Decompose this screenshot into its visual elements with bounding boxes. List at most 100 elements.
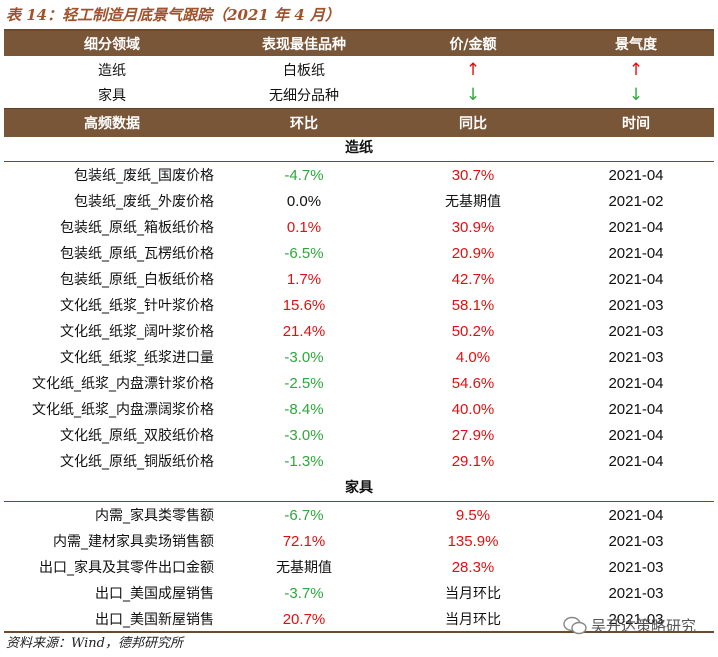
summary-field: 家具 xyxy=(98,88,126,104)
bottom-divider xyxy=(4,631,714,633)
watermark-text: 吴开达策略研究 xyxy=(590,617,696,635)
yoy-value: 58.1% xyxy=(451,296,495,314)
mom-value: 15.6% xyxy=(282,296,326,314)
mom-value: -3.7% xyxy=(284,584,324,602)
arrow-down-icon: ↓ xyxy=(465,85,481,105)
yoy-value: 无基期值 xyxy=(445,194,501,210)
yoy-value: 42.7% xyxy=(451,270,495,288)
summary-header: 细分领域 表现最佳品种 价/金额 景气度 xyxy=(4,31,714,56)
data-header: 高频数据 环比 同比 时间 xyxy=(4,108,714,137)
date-value: 2021-04 xyxy=(608,452,664,470)
table-row: 出口_美国成屋销售 -3.7% 当月环比 2021-03 xyxy=(4,580,714,606)
summary-header-field: 细分领域 xyxy=(84,36,140,53)
table-row: 包装纸_废纸_外废价格 0.0% 无基期值 2021-02 xyxy=(4,188,714,214)
yoy-value: 135.9% xyxy=(447,532,499,550)
table-row: 文化纸_原纸_铜版纸价格 -1.3% 29.1% 2021-04 xyxy=(4,448,714,474)
mom-value: 72.1% xyxy=(282,532,326,550)
table-row: 文化纸_纸浆_内盘漂阔浆价格 -8.4% 40.0% 2021-04 xyxy=(4,396,714,422)
table-row: 出口_美国新屋销售 20.7% 当月环比 2021-03 xyxy=(4,606,714,632)
summary-best: 无细分品种 xyxy=(269,88,339,104)
yoy-value: 9.5% xyxy=(455,506,491,524)
data-header-metric: 高频数据 xyxy=(84,116,140,132)
yoy-value: 28.3% xyxy=(451,558,495,576)
date-value: 2021-04 xyxy=(608,166,664,184)
summary-row: 造纸 白板纸 ↑ ↑ xyxy=(4,57,714,83)
date-value: 2021-04 xyxy=(608,218,664,236)
yoy-value: 当月环比 xyxy=(445,612,501,628)
metric-name: 内需_建材家具卖场销售额 xyxy=(53,534,214,550)
metric-name: 文化纸_纸浆_内盘漂阔浆价格 xyxy=(32,402,214,418)
metric-name: 包装纸_废纸_国废价格 xyxy=(74,168,214,184)
metric-name: 出口_美国成屋销售 xyxy=(95,586,214,602)
table-row: 包装纸_原纸_箱板纸价格 0.1% 30.9% 2021-04 xyxy=(4,214,714,240)
metric-name: 包装纸_原纸_白板纸价格 xyxy=(60,272,214,288)
mom-value: 1.7% xyxy=(286,270,322,288)
yoy-value: 54.6% xyxy=(451,374,495,392)
arrow-down-icon: ↓ xyxy=(628,85,644,105)
watermark: 吴开达策略研究 xyxy=(563,614,696,638)
summary-field: 造纸 xyxy=(98,63,126,79)
summary-header-best: 表现最佳品种 xyxy=(262,36,346,53)
mom-value: -2.5% xyxy=(284,374,324,392)
metric-name: 包装纸_原纸_瓦楞纸价格 xyxy=(60,246,214,262)
data-header-mom: 环比 xyxy=(290,116,318,132)
yoy-value: 当月环比 xyxy=(445,586,501,602)
date-value: 2021-03 xyxy=(608,348,664,366)
date-value: 2021-04 xyxy=(608,400,664,418)
mom-value: -1.3% xyxy=(284,452,324,470)
metric-name: 文化纸_纸浆_针叶浆价格 xyxy=(60,298,214,314)
table-row: 内需_建材家具卖场销售额 72.1% 135.9% 2021-03 xyxy=(4,528,714,554)
table-row: 包装纸_原纸_白板纸价格 1.7% 42.7% 2021-04 xyxy=(4,266,714,292)
yoy-value: 27.9% xyxy=(451,426,495,444)
table-row: 文化纸_纸浆_阔叶浆价格 21.4% 50.2% 2021-03 xyxy=(4,318,714,344)
date-value: 2021-04 xyxy=(608,270,664,288)
metric-name: 出口_家具及其零件出口金额 xyxy=(39,560,214,576)
metric-name: 文化纸_原纸_双胶纸价格 xyxy=(60,428,214,444)
yoy-value: 4.0% xyxy=(455,348,491,366)
table-row: 文化纸_原纸_双胶纸价格 -3.0% 27.9% 2021-04 xyxy=(4,422,714,448)
table-title: 表 14：轻工制造月底景气跟踪（2021 年 4 月） xyxy=(6,6,340,24)
title-divider xyxy=(4,29,714,31)
summary-best: 白板纸 xyxy=(283,63,325,79)
date-value: 2021-04 xyxy=(608,426,664,444)
date-value: 2021-03 xyxy=(608,296,664,314)
metric-name: 文化纸_原纸_铜版纸价格 xyxy=(60,454,214,470)
yoy-value: 30.7% xyxy=(451,166,495,184)
mom-value: -6.7% xyxy=(284,506,324,524)
date-value: 2021-03 xyxy=(608,610,664,628)
data-header-yoy: 同比 xyxy=(459,116,487,132)
mom-value: -3.0% xyxy=(284,348,324,366)
date-value: 2021-03 xyxy=(608,558,664,576)
section-title-paper: 造纸 xyxy=(4,136,714,162)
arrow-up-icon: ↑ xyxy=(628,60,644,80)
yoy-value: 50.2% xyxy=(451,322,495,340)
mom-value: 无基期值 xyxy=(276,560,332,576)
yoy-value: 20.9% xyxy=(451,244,495,262)
metric-name: 文化纸_纸浆_纸浆进口量 xyxy=(60,350,214,366)
data-header-date: 时间 xyxy=(622,116,650,132)
yoy-value: 29.1% xyxy=(451,452,495,470)
metric-name: 文化纸_纸浆_阔叶浆价格 xyxy=(60,324,214,340)
metric-name: 包装纸_废纸_外废价格 xyxy=(74,194,214,210)
date-value: 2021-02 xyxy=(608,192,664,210)
mom-value: -3.0% xyxy=(284,426,324,444)
section-title-furniture: 家具 xyxy=(4,476,714,502)
source-note: 资料来源：Wind，德邦研究所 xyxy=(6,636,183,651)
metric-name: 内需_家具类零售额 xyxy=(95,508,214,524)
mom-value: -8.4% xyxy=(284,400,324,418)
mom-value: -6.5% xyxy=(284,244,324,262)
summary-header-boom: 景气度 xyxy=(615,36,657,53)
mom-value: 21.4% xyxy=(282,322,326,340)
summary-row: 家具 无细分品种 ↓ ↓ xyxy=(4,82,714,108)
table-row: 文化纸_纸浆_内盘漂针浆价格 -2.5% 54.6% 2021-04 xyxy=(4,370,714,396)
arrow-up-icon: ↑ xyxy=(465,60,481,80)
table-row: 内需_家具类零售额 -6.7% 9.5% 2021-04 xyxy=(4,502,714,528)
metric-name: 出口_美国新屋销售 xyxy=(95,612,214,628)
mom-value: 20.7% xyxy=(282,610,326,628)
mom-value: -4.7% xyxy=(284,166,324,184)
table-row: 包装纸_原纸_瓦楞纸价格 -6.5% 20.9% 2021-04 xyxy=(4,240,714,266)
summary-header-price: 价/金额 xyxy=(449,36,497,53)
metric-name: 文化纸_纸浆_内盘漂针浆价格 xyxy=(32,376,214,392)
date-value: 2021-04 xyxy=(608,244,664,262)
table-row: 文化纸_纸浆_纸浆进口量 -3.0% 4.0% 2021-03 xyxy=(4,344,714,370)
